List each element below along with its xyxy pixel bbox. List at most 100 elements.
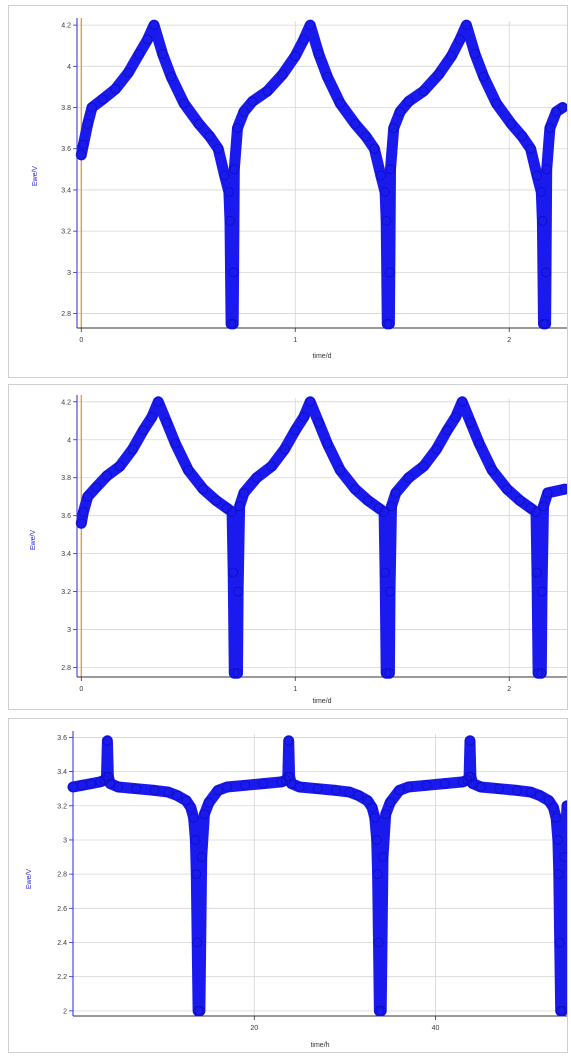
data-point [465,735,475,746]
data-point [284,771,295,782]
data-point [421,780,432,791]
data-point [394,785,405,796]
data-point [373,503,384,514]
data-point [131,783,142,794]
data-point [194,1005,205,1016]
data-point [78,139,89,150]
data-point [298,34,309,45]
data-point [277,69,288,80]
data-point [531,506,541,517]
y-axis-label: Ewe/V [32,166,39,187]
data-point [192,937,203,948]
data-point [385,164,396,175]
data-point [450,412,461,422]
data-point [114,461,125,472]
data-point [110,84,121,94]
data-point [344,787,355,798]
data-point [373,937,384,948]
data-point [335,98,346,109]
data-point [403,472,414,483]
data-point [170,438,181,449]
data-point [380,567,391,578]
data-point [199,809,210,820]
data-point [381,215,392,226]
data-point [163,787,174,798]
data-point [384,267,395,278]
data-point [330,785,341,796]
data-point [227,506,238,517]
data-point [478,71,489,82]
data-point [172,790,183,801]
y-tick-label: 3.4 [61,187,71,194]
y-tick-label: 3.4 [61,551,71,558]
data-point [198,484,209,495]
data-point [279,444,290,455]
data-point [536,187,547,197]
data-point [322,438,333,449]
y-tick-label: 2.2 [57,974,67,981]
data-point [557,1005,567,1016]
series-line [75,19,567,330]
data-point [127,444,138,455]
data-point [418,461,429,472]
y-tick-label: 3.8 [61,475,71,482]
y-axis-label: Ewe/V [26,869,33,890]
data-point [161,417,172,428]
data-point [234,501,245,512]
chart-1-svg: 2.8 3 3.2 3.4 3.6 3.8 4 4.2 0 1 2 Ewe/V time/d [32,18,567,360]
y-tick-label: 3.4 [57,769,67,776]
data-point [381,668,392,679]
data-point [378,852,388,863]
y-tick-label: 2.4 [57,940,67,947]
y-tick-label: 2.8 [61,665,71,672]
data-point [388,123,399,134]
data-point [134,49,145,59]
data-point [251,472,262,483]
y-tick-label: 2.8 [57,872,67,879]
data-point [548,802,559,813]
data-point [465,771,476,782]
data-point [228,267,239,278]
data-point [371,835,382,845]
data-point [305,20,316,31]
data-point [369,143,380,154]
data-point [222,782,233,792]
data-point [181,795,192,806]
data-point [290,51,301,61]
data-point [375,170,386,181]
x-tick-label: 1 [293,337,297,344]
data-point [384,668,395,679]
data-point [538,501,549,512]
data-point [228,318,239,329]
data-point [474,438,485,449]
data-point [350,119,361,129]
data-point [312,783,323,794]
data-point [123,67,134,78]
data-point [76,518,87,529]
data-point [262,86,273,97]
y-tick-label: 3 [67,627,71,634]
data-point [525,143,536,154]
data-point [113,782,124,792]
data-point [228,567,239,578]
data-point [190,835,201,845]
x-axis-label: time/d [312,698,331,705]
y-tick-label: 3.6 [57,735,67,742]
x-tick-label: 0 [79,686,83,693]
data-point [553,869,564,880]
x-tick-label: 2 [507,686,511,693]
data-point [219,170,230,181]
data-point [379,506,390,517]
y-tick-label: 3.2 [61,229,71,236]
data-point [335,465,346,476]
data-point [369,812,380,823]
data-point [403,96,414,107]
y-tick-label: 3.6 [61,513,71,520]
data-point [367,802,378,813]
data-point [559,852,567,863]
y-tick-label: 4 [67,437,71,444]
x-tick-label: 2 [507,337,511,344]
data-point [517,131,528,142]
data-point [395,106,406,117]
data-point [385,586,395,597]
